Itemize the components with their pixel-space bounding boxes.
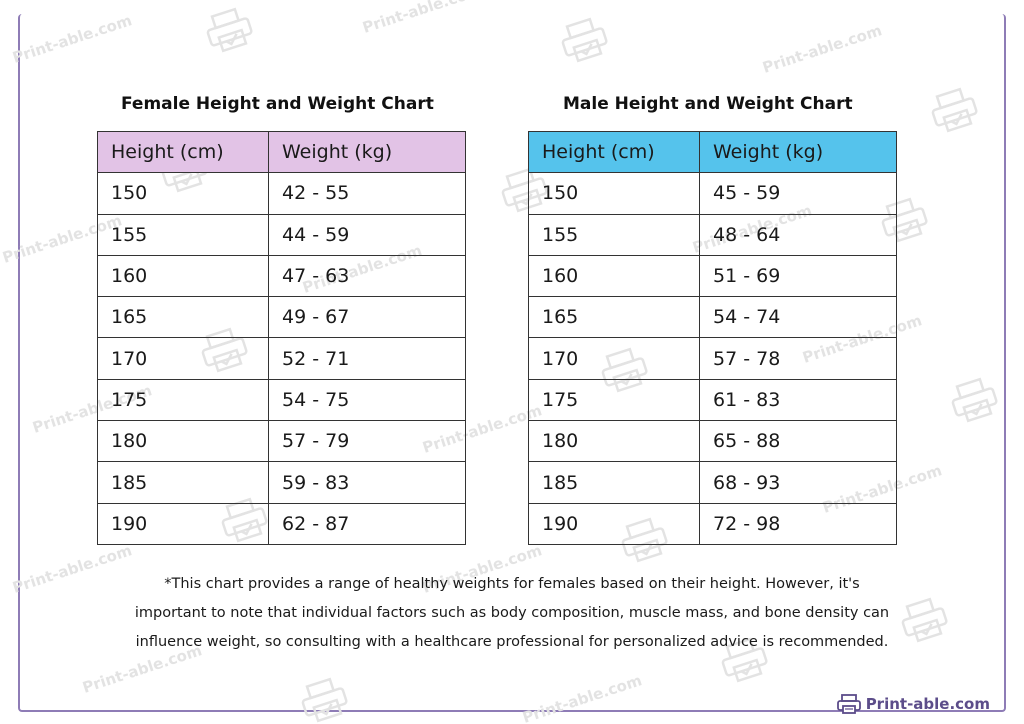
table-row: 185 68 - 93	[528, 461, 897, 504]
female-chart-title: Female Height and Weight Chart	[121, 94, 434, 114]
height-cell: 175	[97, 378, 269, 422]
weight-cell: 65 - 88	[699, 420, 897, 463]
height-cell: 190	[97, 502, 269, 545]
weight-cell: 62 - 87	[268, 502, 466, 545]
table-row: 155 44 - 59	[97, 213, 466, 256]
height-cell: 180	[528, 420, 700, 463]
printer-icon	[836, 694, 861, 714]
weight-cell: 52 - 71	[268, 337, 466, 380]
height-cell: 155	[97, 213, 269, 256]
footnote-line: influence weight, so consulting with a h…	[135, 634, 889, 650]
footnote-line: *This chart provides a range of healthy …	[164, 576, 860, 592]
weight-cell: 57 - 78	[699, 337, 897, 380]
table-row: 165 49 - 67	[97, 296, 466, 339]
height-cell: 185	[528, 461, 700, 504]
weight-cell: 45 - 59	[699, 172, 897, 215]
weight-cell: 48 - 64	[699, 213, 897, 256]
height-cell: 155	[528, 213, 700, 256]
height-cell: 150	[528, 172, 700, 215]
height-cell: 160	[97, 254, 269, 298]
table-row: 165 54 - 74	[528, 296, 897, 339]
header-height: Height (cm)	[528, 130, 700, 174]
weight-cell: 68 - 93	[699, 461, 897, 504]
weight-cell: 57 - 79	[268, 420, 466, 463]
page-frame	[18, 14, 1006, 712]
table-row: 175 61 - 83	[528, 378, 897, 422]
height-cell: 165	[97, 296, 269, 339]
weight-cell: 61 - 83	[699, 378, 897, 422]
height-cell: 170	[528, 337, 700, 380]
table-row: 150 45 - 59	[528, 172, 897, 215]
brand-logo: Print-able.com	[836, 694, 990, 714]
brand-text: Print-able.com	[865, 695, 990, 713]
height-cell: 170	[97, 337, 269, 380]
header-weight: Weight (kg)	[268, 130, 466, 174]
table-row: 180 65 - 88	[528, 420, 897, 463]
weight-cell: 59 - 83	[268, 461, 466, 504]
height-cell: 150	[97, 172, 269, 215]
weight-cell: 47 - 63	[268, 254, 466, 298]
weight-cell: 49 - 67	[268, 296, 466, 339]
male-chart-title: Male Height and Weight Chart	[563, 94, 853, 114]
table-row: 170 52 - 71	[97, 337, 466, 380]
table-row: 150 42 - 55	[97, 172, 466, 215]
weight-cell: 42 - 55	[268, 172, 466, 215]
height-cell: 180	[97, 420, 269, 463]
weight-cell: 54 - 74	[699, 296, 897, 339]
table-row: 190 72 - 98	[528, 502, 897, 545]
height-cell: 160	[528, 254, 700, 298]
female-height-weight-table: Height (cm) Weight (kg) 150 42 - 55 155 44 …	[97, 130, 466, 545]
male-height-weight-table: Height (cm) Weight (kg) 150 45 - 59 155 48 …	[528, 130, 897, 545]
table-row: 175 54 - 75	[97, 378, 466, 422]
header-weight: Weight (kg)	[699, 130, 897, 174]
weight-cell: 54 - 75	[268, 378, 466, 422]
height-cell: 185	[97, 461, 269, 504]
table-row: 190 62 - 87	[97, 502, 466, 545]
height-cell: 175	[528, 378, 700, 422]
weight-cell: 72 - 98	[699, 502, 897, 545]
footnote: *This chart provides a range of healthy …	[120, 570, 904, 657]
table-header-row: Height (cm) Weight (kg)	[97, 130, 466, 174]
table-row: 155 48 - 64	[528, 213, 897, 256]
weight-cell: 44 - 59	[268, 213, 466, 256]
height-cell: 190	[528, 502, 700, 545]
table-row: 185 59 - 83	[97, 461, 466, 504]
table-row: 160 51 - 69	[528, 254, 897, 298]
height-cell: 165	[528, 296, 700, 339]
weight-cell: 51 - 69	[699, 254, 897, 298]
table-row: 160 47 - 63	[97, 254, 466, 298]
footnote-line: important to note that individual factor…	[134, 605, 890, 621]
table-row: 180 57 - 79	[97, 420, 466, 463]
table-row: 170 57 - 78	[528, 337, 897, 380]
table-header-row: Height (cm) Weight (kg)	[528, 130, 897, 174]
header-height: Height (cm)	[97, 130, 269, 174]
